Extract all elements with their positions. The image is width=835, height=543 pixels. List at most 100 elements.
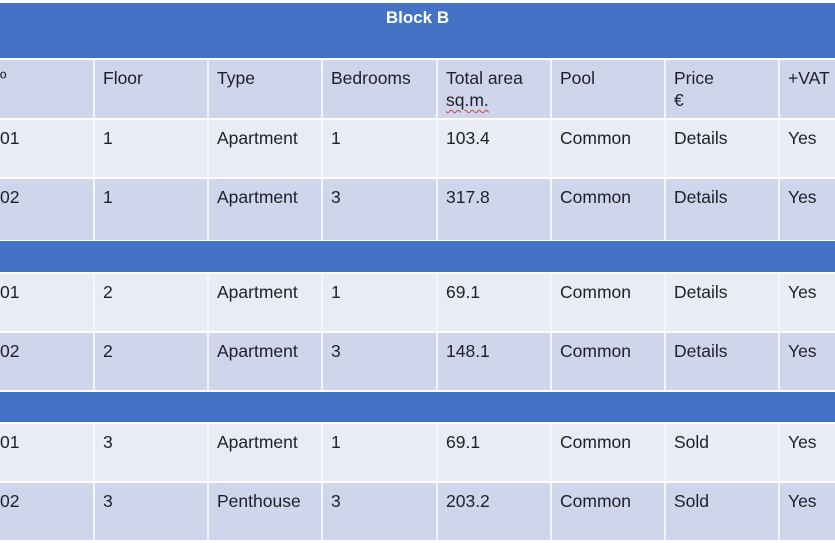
- column-divider: [207, 120, 209, 177]
- cell-unit-number: 01: [0, 120, 95, 177]
- cell-price: Sold: [666, 424, 780, 481]
- column-divider: [664, 60, 666, 118]
- cell-text: 1: [331, 128, 341, 148]
- header-total-area: Total area sq.m.: [438, 60, 552, 118]
- column-divider: [436, 424, 438, 481]
- cell-text: Bedrooms: [331, 68, 411, 88]
- cell-vat: Yes: [780, 483, 835, 540]
- column-divider: [550, 274, 552, 331]
- cell-text: Common: [560, 432, 631, 452]
- column-divider: [550, 179, 552, 240]
- column-divider: [550, 60, 552, 118]
- cell-text: Details: [674, 128, 728, 148]
- table-row: 02 3 Penthouse 3 203.2 Common Sold Yes: [0, 483, 835, 540]
- cell-text: 3: [103, 432, 113, 452]
- column-divider: [207, 179, 209, 240]
- cell-unit-number: 02: [0, 333, 95, 390]
- cell-text: Common: [560, 128, 631, 148]
- column-divider: [93, 274, 95, 331]
- cell-text: Penthouse: [217, 491, 301, 511]
- cell-unit-number: 01: [0, 274, 95, 331]
- column-divider: [550, 120, 552, 177]
- cell-text: 1: [331, 282, 341, 302]
- cell-unit-number: 02: [0, 179, 95, 240]
- column-divider: [93, 483, 95, 540]
- column-divider: [321, 179, 323, 240]
- cell-text: 1: [331, 432, 341, 452]
- cell-price[interactable]: Details: [666, 333, 780, 390]
- cell-text: Yes: [788, 282, 817, 302]
- cell-text: 2: [103, 282, 113, 302]
- column-divider: [778, 483, 780, 540]
- cell-floor: 2: [95, 333, 209, 390]
- cell-price: Sold: [666, 483, 780, 540]
- cell-bedrooms: 3: [323, 333, 438, 390]
- column-divider: [778, 274, 780, 331]
- cell-type: Penthouse: [209, 483, 323, 540]
- column-divider: [436, 333, 438, 390]
- column-divider: [207, 60, 209, 118]
- column-divider: [664, 483, 666, 540]
- column-divider: [93, 424, 95, 481]
- cell-unit-number: 01: [0, 424, 95, 481]
- cell-price[interactable]: Details: [666, 179, 780, 240]
- cell-type: Apartment: [209, 120, 323, 177]
- header-type: Type: [209, 60, 323, 118]
- column-divider: [550, 483, 552, 540]
- column-divider: [321, 424, 323, 481]
- cell-pool: Common: [552, 333, 666, 390]
- table-title: Block B: [385, 8, 450, 27]
- cell-text: Total area: [446, 68, 523, 88]
- cell-text: 148.1: [446, 341, 490, 361]
- cell-unit-number: 02: [0, 483, 95, 540]
- table-row: 02 2 Apartment 3 148.1 Common Details Yes: [0, 333, 835, 390]
- cell-text: 01: [0, 282, 20, 302]
- column-divider: [321, 483, 323, 540]
- header-vat: +VAT: [780, 60, 835, 118]
- column-divider: [436, 274, 438, 331]
- cell-text: Yes: [788, 187, 817, 207]
- header-unit: sq.m.: [446, 90, 489, 110]
- cell-total-area: 317.8: [438, 179, 552, 240]
- column-divider: [207, 333, 209, 390]
- cell-text: 69.1: [446, 282, 481, 302]
- cell-vat: Yes: [780, 120, 835, 177]
- column-divider: [664, 424, 666, 481]
- cell-text: Apartment: [217, 341, 298, 361]
- cell-text: Apartment: [217, 128, 298, 148]
- table-row: 01 3 Apartment 1 69.1 Common Sold Yes: [0, 424, 835, 481]
- column-divider: [321, 60, 323, 118]
- cell-text: 3: [331, 341, 341, 361]
- cell-text: Yes: [788, 432, 817, 452]
- column-divider: [778, 120, 780, 177]
- column-divider: [664, 333, 666, 390]
- cell-text: 317.8: [446, 187, 490, 207]
- header-pool: Pool: [552, 60, 666, 118]
- cell-vat: Yes: [780, 333, 835, 390]
- cell-bedrooms: 3: [323, 483, 438, 540]
- column-divider: [550, 333, 552, 390]
- column-divider: [207, 424, 209, 481]
- cell-text: 69.1: [446, 432, 481, 452]
- column-divider: [664, 179, 666, 240]
- cell-price[interactable]: Details: [666, 274, 780, 331]
- cell-text: Yes: [788, 341, 817, 361]
- column-divider: [207, 274, 209, 331]
- column-divider: [778, 333, 780, 390]
- cell-floor: 3: [95, 483, 209, 540]
- cell-pool: Common: [552, 274, 666, 331]
- cell-type: Apartment: [209, 424, 323, 481]
- cell-text: 203.2: [446, 491, 490, 511]
- cell-text: º: [0, 68, 7, 88]
- cell-text: Common: [560, 341, 631, 361]
- column-divider: [778, 60, 780, 118]
- column-divider: [550, 424, 552, 481]
- column-divider: [321, 120, 323, 177]
- cell-text: Sold: [674, 491, 710, 511]
- cell-text: 02: [0, 187, 20, 207]
- header-row: º Floor Type Bedrooms Total area sq.m. Pool Pri…: [0, 60, 835, 118]
- header-unit: €: [674, 90, 684, 110]
- header-price: Price €: [666, 60, 780, 118]
- cell-price[interactable]: Details: [666, 120, 780, 177]
- cell-text: 3: [103, 491, 113, 511]
